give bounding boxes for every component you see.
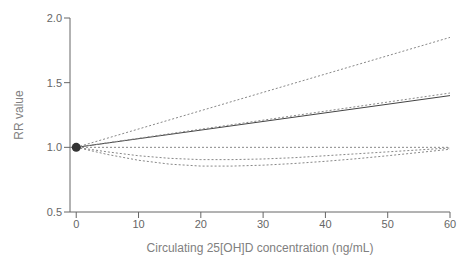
svg-text:30: 30: [257, 218, 269, 230]
svg-text:10: 10: [132, 218, 144, 230]
svg-text:40: 40: [319, 218, 331, 230]
svg-text:0.5: 0.5: [47, 206, 62, 218]
svg-text:0: 0: [73, 218, 79, 230]
svg-text:1.0: 1.0: [47, 141, 62, 153]
svg-text:2.0: 2.0: [47, 12, 62, 24]
svg-text:Circulating 25[OH]D concentrat: Circulating 25[OH]D concentration (ng/mL…: [147, 241, 374, 255]
svg-text:20: 20: [195, 218, 207, 230]
svg-text:RR value: RR value: [12, 90, 26, 140]
svg-text:1.5: 1.5: [47, 77, 62, 89]
svg-text:60: 60: [444, 218, 456, 230]
svg-text:50: 50: [382, 218, 394, 230]
